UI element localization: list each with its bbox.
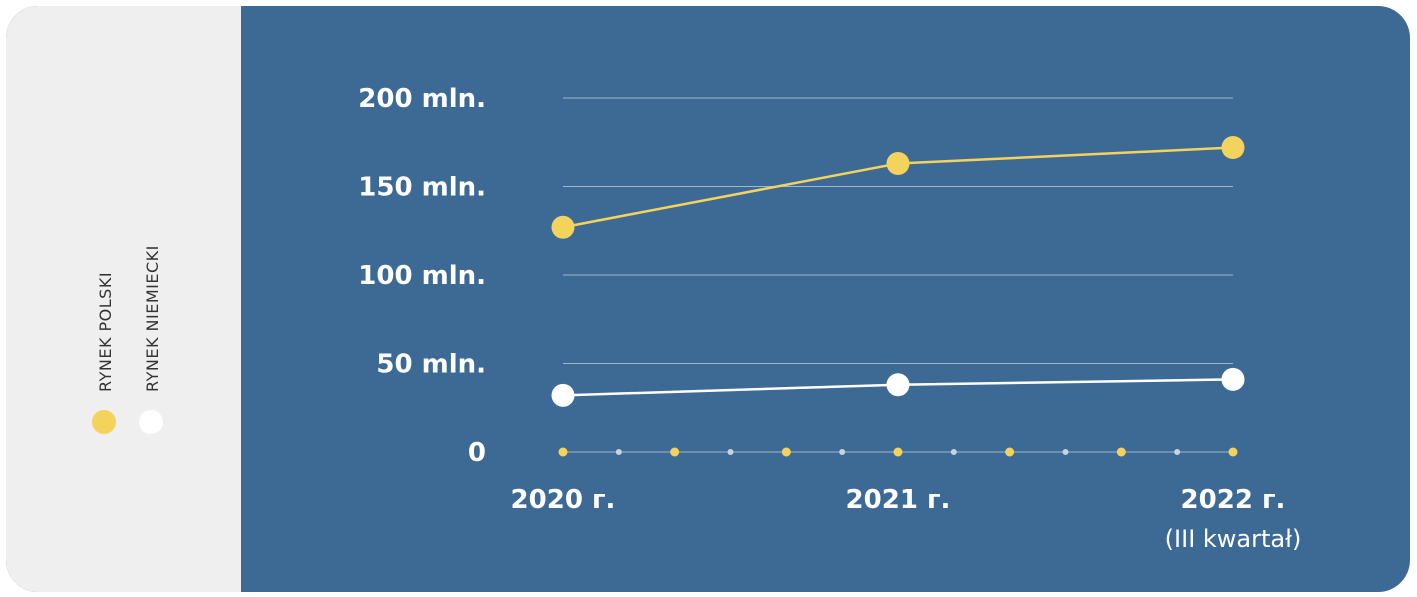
chart-card: RYNEK POLSKI RYNEK NIEMIECKI 0 50 mln. 100 … <box>6 6 1410 592</box>
x-tick-note: (III kwartał) <box>1165 525 1302 553</box>
data-point-rynek-niemiecki <box>1221 367 1245 391</box>
axis-dot-minor <box>615 449 622 455</box>
data-point-rynek-polski <box>551 215 575 239</box>
data-point-rynek-polski <box>886 151 910 175</box>
line-chart: 0 50 mln. 100 mln. 150 mln. 200 mln. 2020 г. 2… <box>358 84 1302 553</box>
legend-dot <box>139 410 163 434</box>
axis-dot-major <box>1228 447 1238 457</box>
axis-dot-minor <box>1174 449 1181 455</box>
axis-dot-major <box>781 447 791 457</box>
axis-dot-minor <box>839 449 846 455</box>
axis-dot-minor <box>1062 449 1069 455</box>
x-tick-label: 2022 г. <box>1181 485 1286 515</box>
axis-dot-major <box>670 447 680 457</box>
data-point-rynek-polski <box>1221 136 1245 160</box>
legend-dot <box>92 410 116 434</box>
x-tick-label: 2021 г. <box>846 485 951 515</box>
axis-dot-major <box>1005 447 1015 457</box>
data-point-rynek-niemiecki <box>886 373 910 397</box>
legend-item-rynek-polski: RYNEK POLSKI <box>6 6 116 592</box>
data-point-rynek-niemiecki <box>551 383 575 407</box>
y-tick-label: 0 <box>468 438 486 468</box>
y-tick-label: 50 mln. <box>376 350 486 380</box>
axis-dot-minor <box>950 449 957 455</box>
axis-dot-major <box>1116 447 1126 457</box>
legend-panel: RYNEK POLSKI RYNEK NIEMIECKI <box>6 6 241 592</box>
y-tick-label: 150 mln. <box>358 173 486 203</box>
legend-item-rynek-niemiecki: RYNEK NIEMIECKI <box>6 6 163 592</box>
axis-dot-major <box>893 447 903 457</box>
axis-dot-major <box>558 447 568 457</box>
axis-dot-minor <box>727 449 734 455</box>
y-tick-label: 100 mln. <box>358 261 486 291</box>
x-tick-label: 2020 г. <box>511 485 616 515</box>
y-tick-label: 200 mln. <box>358 84 486 114</box>
